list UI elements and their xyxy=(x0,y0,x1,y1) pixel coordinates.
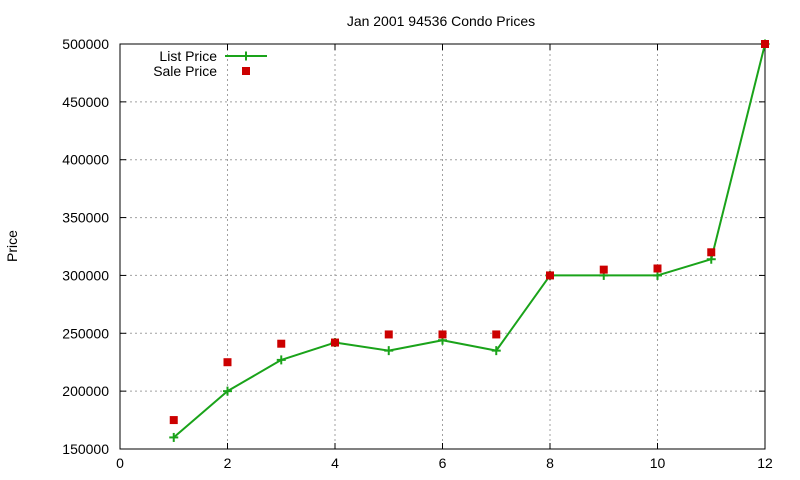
series-layer xyxy=(169,39,770,442)
legend-sample-list-price xyxy=(225,51,267,61)
axis-ticks: 0 2 4 6 8 10 12 150000 200000 250000 300000 350000 4… xyxy=(62,36,773,471)
legend-entry-list-price-label: List Price xyxy=(159,48,217,64)
grid-lines xyxy=(120,44,765,449)
legend: List Price Sale Price xyxy=(153,48,267,79)
data-point-sale-price xyxy=(761,40,769,48)
x-tick-label: 4 xyxy=(331,455,339,471)
x-tick-label: 0 xyxy=(116,455,124,471)
data-point-list-price xyxy=(491,346,501,356)
y-tick-label: 450000 xyxy=(62,94,109,110)
data-point-sale-price xyxy=(438,330,447,339)
data-point-sale-price xyxy=(169,416,178,425)
data-point-list-price xyxy=(276,355,286,365)
y-tick-label: 350000 xyxy=(62,210,109,226)
legend-sample-sale-price xyxy=(242,67,250,75)
x-tick-label: 10 xyxy=(650,455,666,471)
y-tick-label: 500000 xyxy=(62,36,109,52)
x-tick-label: 8 xyxy=(546,455,554,471)
legend-marker-sale-price xyxy=(242,67,250,75)
data-point-list-price xyxy=(223,386,232,396)
data-point-sale-price xyxy=(492,330,501,339)
legend-marker-list-price xyxy=(241,51,251,61)
data-point-sale-price xyxy=(707,248,716,257)
data-point-sale-price xyxy=(546,271,554,280)
x-tick-label: 12 xyxy=(757,455,773,471)
data-point-sale-price xyxy=(223,358,232,367)
y-axis-label: Price xyxy=(4,230,20,262)
x-tick-label: 6 xyxy=(439,455,447,471)
series-sale-price xyxy=(169,40,769,425)
data-point-sale-price xyxy=(599,265,608,274)
data-point-sale-price xyxy=(653,264,662,273)
chart-title: Jan 2001 94536 Condo Prices xyxy=(347,13,535,29)
data-point-list-price xyxy=(384,346,394,356)
data-point-list-price xyxy=(169,432,179,442)
data-point-sale-price xyxy=(384,330,393,339)
y-tick-label: 250000 xyxy=(62,325,109,341)
series-line-list-price xyxy=(173,43,766,439)
y-tick-label: 300000 xyxy=(62,267,109,283)
y-tick-label: 200000 xyxy=(62,383,109,399)
y-tick-label: 150000 xyxy=(62,441,109,457)
data-point-sale-price xyxy=(331,338,339,347)
data-point-sale-price xyxy=(277,339,286,348)
x-tick-label: 2 xyxy=(224,455,232,471)
series-list-price xyxy=(169,39,770,442)
legend-entry-sale-price-label: Sale Price xyxy=(153,63,217,79)
y-tick-label: 400000 xyxy=(62,152,109,168)
